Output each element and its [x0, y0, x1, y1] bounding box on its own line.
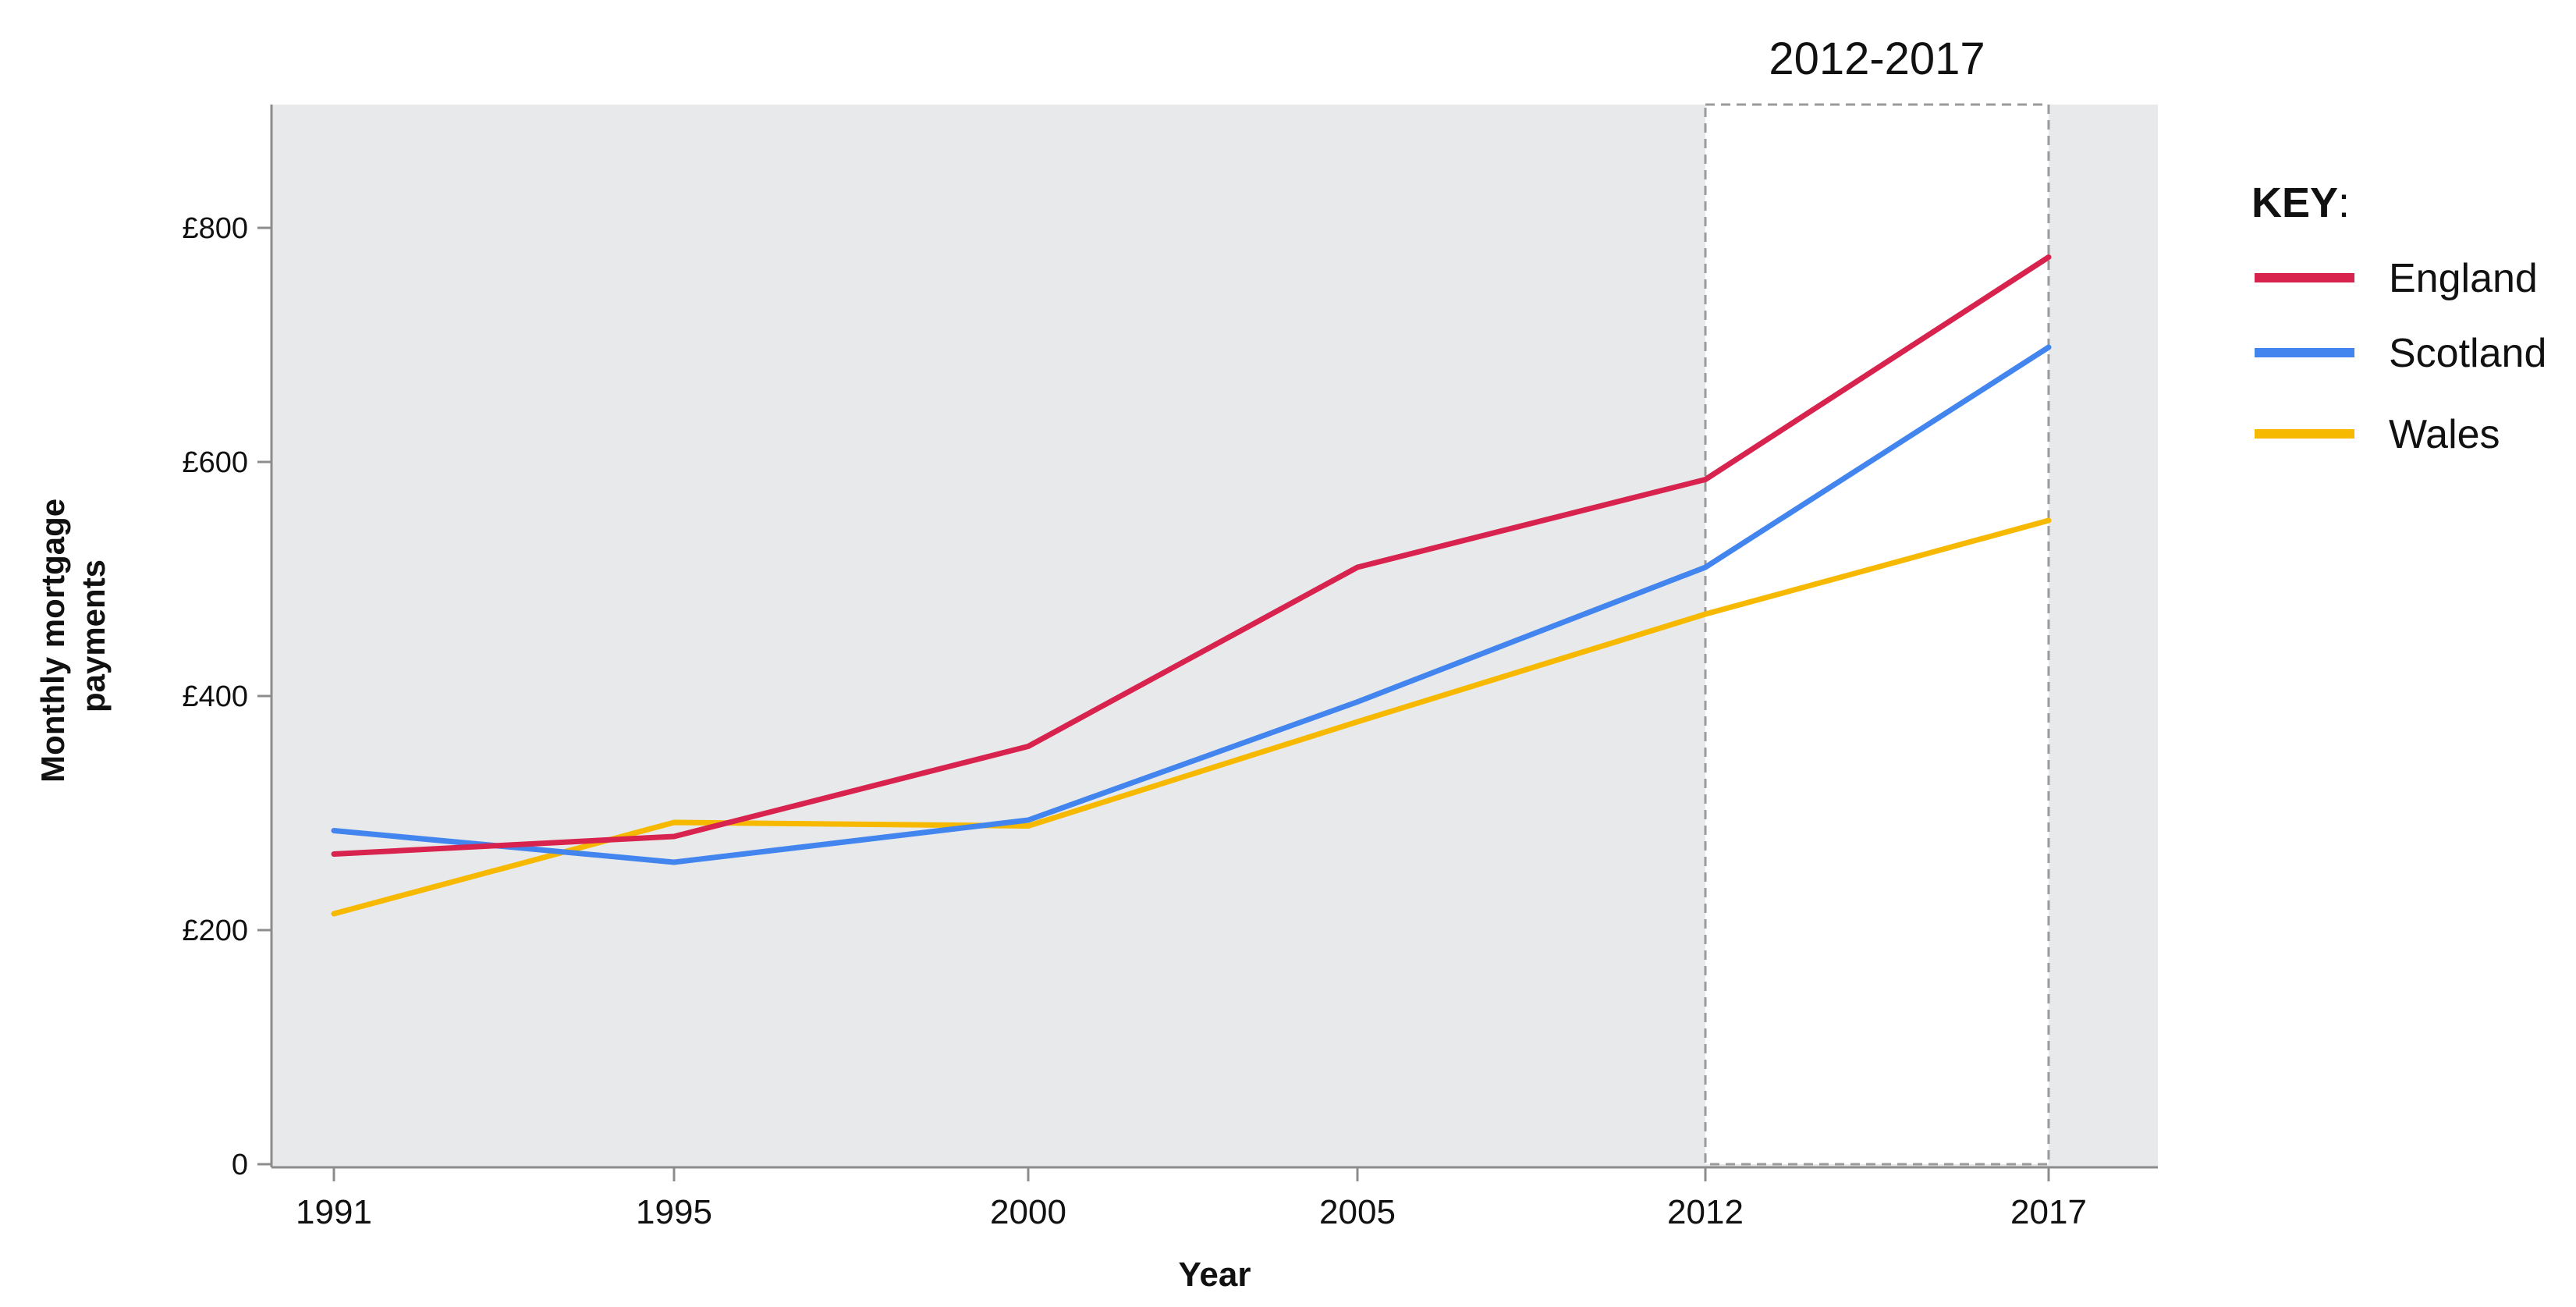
- x-tick-label: 2000: [990, 1193, 1066, 1231]
- x-axis-title: Year: [1179, 1256, 1251, 1294]
- y-axis-title-line-2: payments: [75, 559, 112, 712]
- y-axis-title-line-1: Monthly mortgage: [34, 499, 71, 783]
- highlight-label: 2012-2017: [1769, 34, 1985, 84]
- series-line-england: [331, 254, 2052, 857]
- y-tick-label: £400: [182, 680, 248, 713]
- y-tick-label: £800: [182, 212, 248, 245]
- series-line-scotland: [331, 344, 2052, 865]
- legend-title-text: KEY: [2251, 179, 2338, 226]
- legend-title-suffix: :: [2338, 179, 2350, 226]
- legend-label-england: England: [2389, 256, 2538, 301]
- x-tick-label: 2017: [2010, 1193, 2087, 1231]
- x-tick-label: 1991: [296, 1193, 372, 1231]
- x-tick-label: 1995: [636, 1193, 712, 1231]
- x-tick-label: 2005: [1319, 1193, 1396, 1231]
- y-tick-label: 0: [232, 1149, 248, 1181]
- y-tick-label: £200: [182, 915, 248, 947]
- y-axis-title: Monthly mortgage payments: [34, 489, 112, 783]
- highlight-region: [1704, 103, 2050, 1166]
- legend-label-wales: Wales: [2389, 412, 2500, 457]
- legend-title: KEY:: [2251, 179, 2350, 226]
- y-tick-label: £600: [182, 446, 248, 479]
- legend-label-scotland: Scotland: [2389, 331, 2546, 376]
- x-tick-label: 2012: [1667, 1193, 1744, 1231]
